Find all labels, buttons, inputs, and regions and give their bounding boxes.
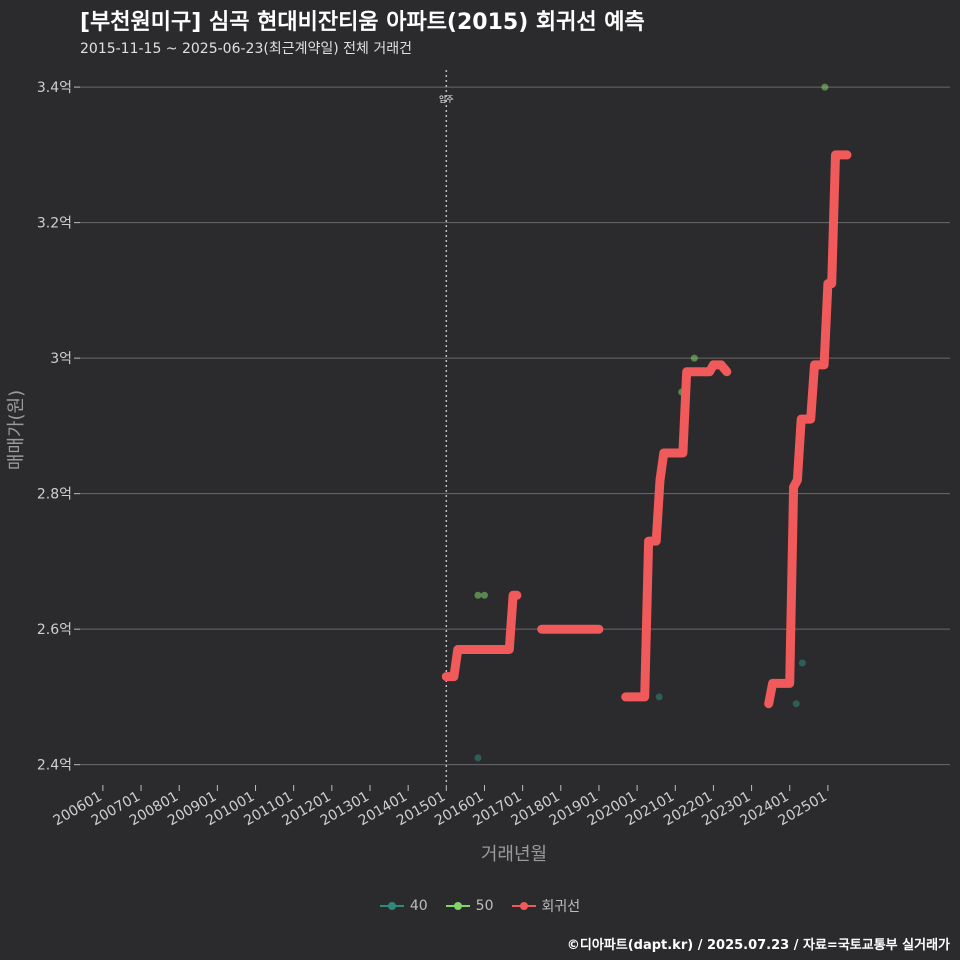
y-tick-label: 3.4억 [37, 80, 72, 96]
chart-legend: 40 50 회귀선 [0, 896, 960, 916]
legend-key-regression [511, 899, 536, 913]
point-50 [821, 83, 829, 91]
chart-title: [부천원미구] 심곡 현대비잔티움 아파트(2015) 회귀선 예측 [80, 10, 645, 35]
legend-label-regression: 회귀선 [541, 899, 581, 915]
point-40 [655, 693, 663, 701]
legend-item-regression: 회귀선 [511, 896, 581, 916]
point-50 [474, 591, 482, 599]
y-axis-label: 매매가(원) [6, 390, 27, 470]
y-tick-label: 3억 [50, 351, 72, 367]
legend-label-40: 40 [409, 898, 428, 914]
legend-label-50: 50 [475, 898, 494, 914]
x-axis-label: 거래년월 [481, 844, 547, 865]
point-40 [792, 700, 800, 708]
point-40 [798, 659, 806, 667]
legend-item-50: 50 [445, 896, 494, 916]
regression-line [764, 150, 852, 709]
point-40 [474, 754, 482, 762]
chart-subtitle: 2015-11-15 ~ 2025-06-23(최근계약일) 전체 거래건 [80, 41, 412, 57]
move-in-label: 입주 [439, 95, 454, 104]
footer-credit: ©디아파트(dapt.kr) / 2025.07.23 / 자료=국토교통부 실… [566, 938, 950, 953]
y-tick-label: 3.2억 [37, 216, 72, 232]
point-50 [480, 591, 488, 599]
legend-item-40: 40 [379, 896, 428, 916]
regression-line [441, 590, 522, 682]
y-tick-label: 2.6억 [37, 622, 72, 638]
legend-key-50 [445, 899, 470, 913]
y-tick-label: 2.4억 [37, 758, 72, 774]
y-tick-label: 2.8억 [37, 487, 72, 503]
regression-line [621, 360, 732, 702]
legend-key-40 [379, 899, 404, 913]
point-50 [690, 354, 698, 362]
